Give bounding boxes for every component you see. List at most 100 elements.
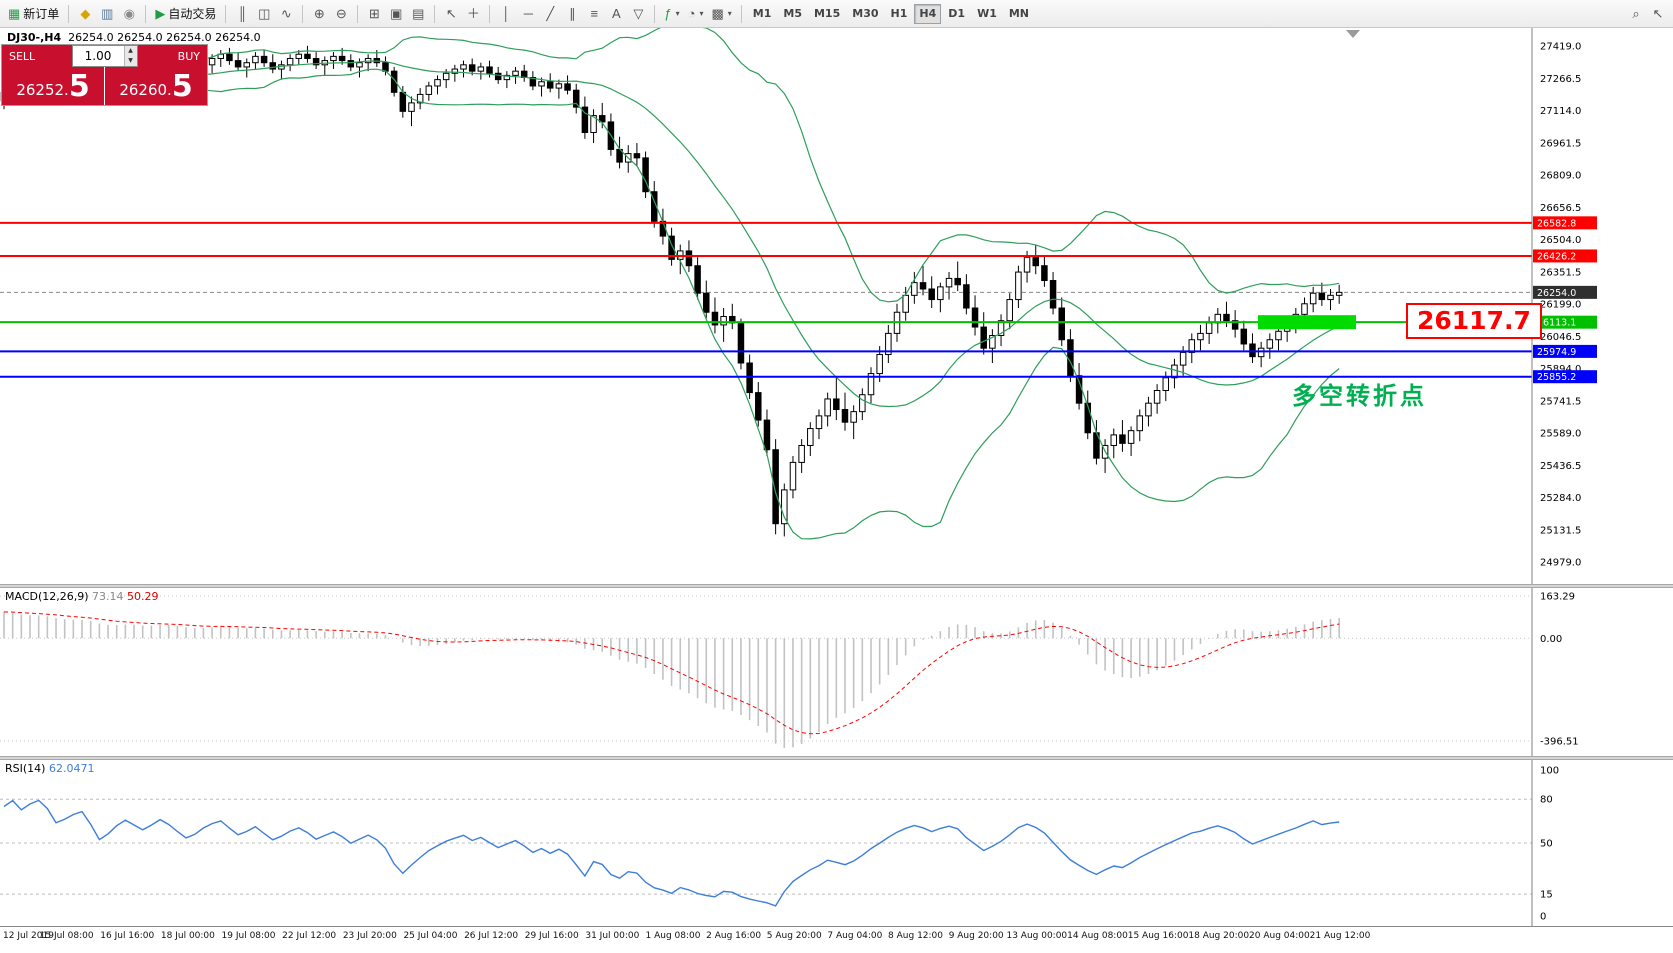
vertical-line-button[interactable]: │ — [495, 3, 517, 25]
fibonacci-icon: ≡ — [590, 6, 599, 21]
timeframe-w1[interactable]: W1 — [972, 4, 1002, 24]
toolbar-separator — [740, 4, 742, 23]
macd-signal-line — [3, 611, 1340, 735]
toolbar-separator — [654, 4, 656, 23]
price-tag — [1533, 216, 1597, 230]
sell-label[interactable]: SELL — [2, 45, 72, 67]
macd-tick-label: 0.00 — [1540, 634, 1562, 645]
channel-icon: ∥ — [569, 6, 576, 21]
sell-button[interactable]: 26252. 5 — [2, 67, 105, 105]
price-tick-label: 26046.5 — [1540, 332, 1581, 343]
candlestick-series — [0, 45, 1343, 537]
profiles-button[interactable]: ▤ — [407, 3, 429, 25]
sell-price-big-digit: 5 — [68, 69, 90, 104]
channel-button[interactable]: ∥ — [561, 3, 583, 25]
new-order-icon: ▦ — [8, 6, 21, 21]
toolbar-separator — [434, 4, 436, 23]
dropdown-icon: ▾ — [727, 9, 732, 18]
rsi-tick-label: 80 — [1540, 795, 1553, 806]
tile-windows-button[interactable]: ⊞ — [363, 3, 385, 25]
timeframe-m5[interactable]: M5 — [778, 4, 807, 24]
panel-splitter[interactable] — [0, 756, 1673, 760]
pointer-button[interactable]: ↖ — [1647, 3, 1669, 25]
crosshair-button[interactable]: ＋ — [462, 3, 484, 25]
cursor-button[interactable]: ↖ — [440, 3, 462, 25]
buy-button[interactable]: 26260. 5 — [105, 67, 207, 105]
horizontal-line-button[interactable]: ─ — [517, 3, 539, 25]
zoom-out-button[interactable]: ⊖ — [330, 3, 352, 25]
time-tick-label: 8 Aug 12:00 — [888, 931, 944, 941]
horizontal-line-icon: ─ — [523, 6, 533, 21]
search-button[interactable]: ⌕ — [1625, 3, 1647, 25]
bar-chart-icon: ║ — [237, 6, 247, 21]
pointer-icon: ↖ — [1652, 6, 1664, 21]
zoom-in-button[interactable]: ⊕ — [308, 3, 330, 25]
timeframe-m30[interactable]: M30 — [847, 4, 883, 24]
price-tick-label: 25589.0 — [1540, 429, 1581, 440]
candlestick-chart-button[interactable]: ◫ — [253, 3, 275, 25]
time-tick-label: 9 Aug 20:00 — [948, 931, 1004, 941]
arrow-tool-button[interactable]: ▽ — [627, 3, 649, 25]
zoom-out-icon: ⊖ — [335, 6, 347, 21]
volume-stepper[interactable]: 1.00 ▲ ▼ — [71, 45, 138, 67]
timeframe-m1[interactable]: M1 — [748, 4, 777, 24]
data-window-icon: ▥ — [101, 6, 114, 21]
bar-chart-button[interactable]: ║ — [231, 3, 253, 25]
price-tick-label: 25741.5 — [1540, 396, 1581, 407]
panel-splitter[interactable] — [0, 584, 1673, 588]
price-tick-label: 26351.5 — [1540, 267, 1581, 278]
price-tick-label: 26809.0 — [1540, 171, 1581, 182]
toolbar-separator — [489, 4, 491, 23]
price-tick-label: 27114.0 — [1540, 106, 1581, 117]
price-tick-label: 25284.0 — [1540, 493, 1581, 504]
rsi-panel[interactable]: 100 80 50 15 0 RSI(14) 62.0471 — [0, 760, 1673, 926]
rsi-tick-label: 100 — [1540, 766, 1559, 777]
volume-value[interactable]: 1.00 — [84, 49, 112, 63]
buy-label[interactable]: BUY — [137, 45, 207, 67]
trendline-button[interactable]: ╱ — [539, 3, 561, 25]
price-chart-panel[interactable]: 27419.0 27266.5 27114.0 26961.5 26809.0 26656… — [0, 28, 1673, 584]
data-window-button[interactable]: ▥ — [96, 3, 118, 25]
periods-button[interactable]: ◔ ▾ — [684, 3, 708, 25]
template-button[interactable]: ▩ ▾ — [707, 3, 735, 25]
price-callout[interactable]: 26117.7 — [1406, 303, 1542, 340]
fibonacci-button[interactable]: ≡ — [583, 3, 605, 25]
candlestick-chart-icon: ◫ — [258, 6, 271, 21]
macd-panel[interactable]: 163.29 0.00 -396.51 MACD(12,26,9) 73.14 50… — [0, 588, 1673, 756]
time-tick-label: 13 Aug 00:00 — [1006, 931, 1068, 941]
rsi-name: RSI(14) — [5, 762, 46, 775]
time-tick-label: 16 Jul 16:00 — [100, 931, 155, 941]
time-tick-label: 22 Jul 12:00 — [282, 931, 337, 941]
timeframe-d1[interactable]: D1 — [943, 4, 970, 24]
new-chart-button[interactable]: ▣ — [385, 3, 407, 25]
new-order-button[interactable]: ▦ 新订单 — [4, 3, 63, 25]
price-tag-label: 26113.1 — [1537, 318, 1576, 329]
time-tick-label: 23 Jul 20:00 — [342, 931, 397, 941]
macd-histogram — [3, 611, 1340, 748]
rsi-tick-label: 50 — [1540, 839, 1553, 850]
line-chart-button[interactable]: ∿ — [275, 3, 297, 25]
timeframe-h1[interactable]: H1 — [886, 4, 913, 24]
navigator-button[interactable]: ◉ — [118, 3, 140, 25]
chart-shift-marker-icon[interactable] — [1346, 30, 1360, 38]
timeframe-m15[interactable]: M15 — [809, 4, 845, 24]
crosshair-icon: ＋ — [466, 6, 480, 21]
price-tag — [1533, 315, 1597, 329]
timeframe-h4[interactable]: H4 — [914, 3, 942, 24]
volume-up-button[interactable]: ▲ — [124, 46, 137, 56]
time-axis[interactable]: 12 Jul 2019 15 Jul 08:00 16 Jul 16:00 18 Ju… — [0, 926, 1673, 953]
chart-annotation-text[interactable]: 多空转折点 — [1292, 382, 1427, 411]
macd-label: MACD(12,26,9) 73.14 50.29 — [5, 590, 159, 603]
price-tick-label: 26199.0 — [1540, 300, 1581, 311]
market-watch-button[interactable]: ◆ — [74, 3, 96, 25]
highlight-box[interactable] — [1258, 315, 1356, 330]
rsi-tick-label: 15 — [1540, 890, 1553, 901]
volume-down-button[interactable]: ▼ — [124, 56, 137, 66]
autotrade-button[interactable]: ▶ 自动交易 — [151, 3, 220, 25]
text-button[interactable]: A — [605, 3, 627, 25]
timeframe-mn[interactable]: MN — [1004, 4, 1034, 24]
horizontal-line-objects — [0, 221, 1532, 378]
price-tick-label: 26961.5 — [1540, 138, 1581, 149]
indicators-button[interactable]: ƒ ▾ — [660, 3, 683, 25]
